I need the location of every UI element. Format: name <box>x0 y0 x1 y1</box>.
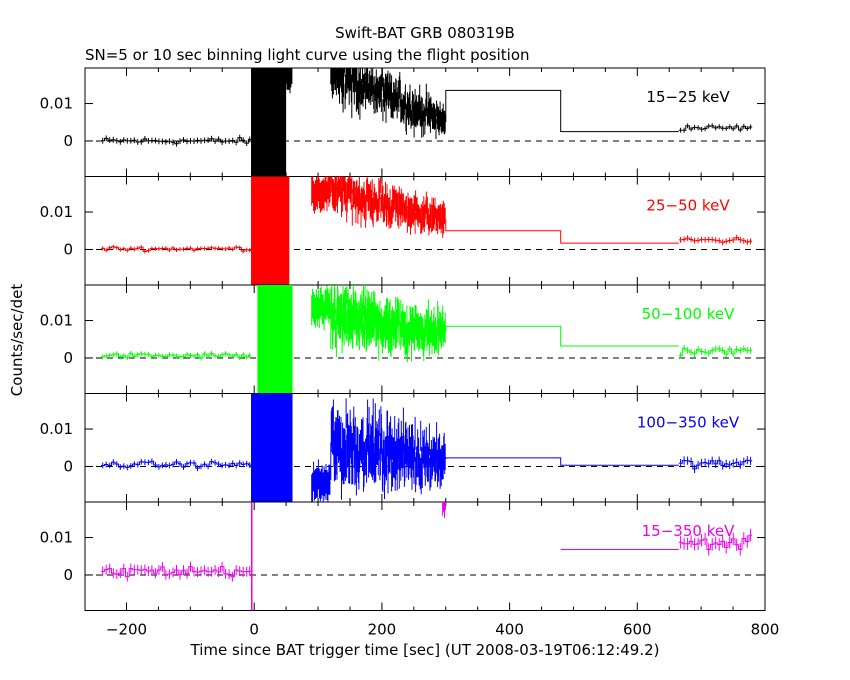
panel-4: 0 0.01 100−350 keV <box>40 393 766 503</box>
x-tick-label: 200 <box>368 621 397 639</box>
noisy-series <box>330 68 446 140</box>
pre-burst-series-errors <box>102 458 251 472</box>
noisy-series <box>330 285 446 363</box>
panel-2: 0 0.01 25−50 keV <box>40 176 766 286</box>
pre-burst-series-errors <box>102 244 251 254</box>
burst-block <box>251 176 290 285</box>
y-tick-label: 0 <box>63 457 73 475</box>
burst-tail-series <box>285 68 293 94</box>
x-axis-label: Time since BAT trigger time [sec] (UT 20… <box>190 641 660 659</box>
panel-5: 0 0.01 15−350 keV <box>40 501 766 611</box>
post-burst-series-errors <box>680 234 752 246</box>
y-tick-label: 0.01 <box>40 420 73 438</box>
post-burst-series-errors <box>680 123 752 133</box>
burst-tail-series <box>311 176 331 214</box>
noisy-series <box>330 176 446 238</box>
y-tick-label: 0 <box>63 240 73 258</box>
step-series <box>445 219 679 244</box>
x-tick-labels: −200 0 200 400 600 800 <box>106 621 779 639</box>
burst-tail-series <box>442 502 446 518</box>
y-tick-label: 0.01 <box>40 529 73 547</box>
step-series <box>445 325 679 347</box>
band-label: 15−350 keV <box>642 522 735 540</box>
pre-burst-series-errors <box>102 350 251 361</box>
x-tick-label: 800 <box>751 621 780 639</box>
panel-3: 0 0.01 50−100 keV <box>40 284 766 394</box>
burst-block <box>257 285 293 394</box>
panels-group: 0 0.01 15−25 keV 0 0.01 25−50 keV 0 0.01 50−100 … <box>40 67 766 611</box>
y-tick-label: 0 <box>63 566 73 584</box>
band-label: 25−50 keV <box>646 197 730 215</box>
y-axis-label: Counts/sec/det <box>8 284 26 397</box>
burst-tail-series <box>311 459 331 502</box>
y-tick-label: 0.01 <box>40 95 73 113</box>
pre-burst-series-errors <box>102 561 251 582</box>
step-series <box>445 89 679 133</box>
y-tick-label: 0 <box>63 349 73 367</box>
step-series <box>445 457 679 466</box>
post-burst-series-errors <box>680 528 752 556</box>
chart-title: Swift-BAT GRB 080319B <box>335 24 515 42</box>
panel-data <box>101 285 753 394</box>
panel-data <box>101 176 753 285</box>
burst-tail-series <box>311 285 331 331</box>
panel-data <box>101 393 753 502</box>
chart-subtitle: SN=5 or 10 sec binning light curve using… <box>85 46 530 64</box>
burst-block <box>251 502 253 611</box>
band-label: 15−25 keV <box>646 88 730 106</box>
post-burst-series <box>678 125 753 131</box>
pre-burst-series <box>101 352 251 359</box>
x-tick-label: −200 <box>106 621 147 639</box>
noisy-series <box>330 398 446 500</box>
post-burst-series-errors <box>680 456 752 473</box>
pre-burst-series <box>101 137 251 145</box>
panel-1: 0 0.01 15−25 keV <box>40 67 766 177</box>
y-tick-label: 0 <box>63 132 73 150</box>
pre-burst-series-errors <box>102 134 251 147</box>
post-burst-series-errors <box>680 345 752 359</box>
panel-frame <box>84 501 766 611</box>
y-tick-label: 0.01 <box>40 312 73 330</box>
y-tick-label: 0.01 <box>40 203 73 221</box>
x-tick-label: 600 <box>623 621 652 639</box>
burst-block <box>251 68 287 177</box>
panel-data <box>101 68 753 177</box>
burst-block <box>251 393 293 502</box>
x-tick-label: 400 <box>495 621 524 639</box>
band-label: 50−100 keV <box>642 305 735 323</box>
x-tick-label: 0 <box>249 621 259 639</box>
panel-data <box>101 502 753 611</box>
panel-frame <box>84 176 766 286</box>
pre-burst-series <box>101 246 251 252</box>
band-label: 100−350 keV <box>637 414 740 432</box>
